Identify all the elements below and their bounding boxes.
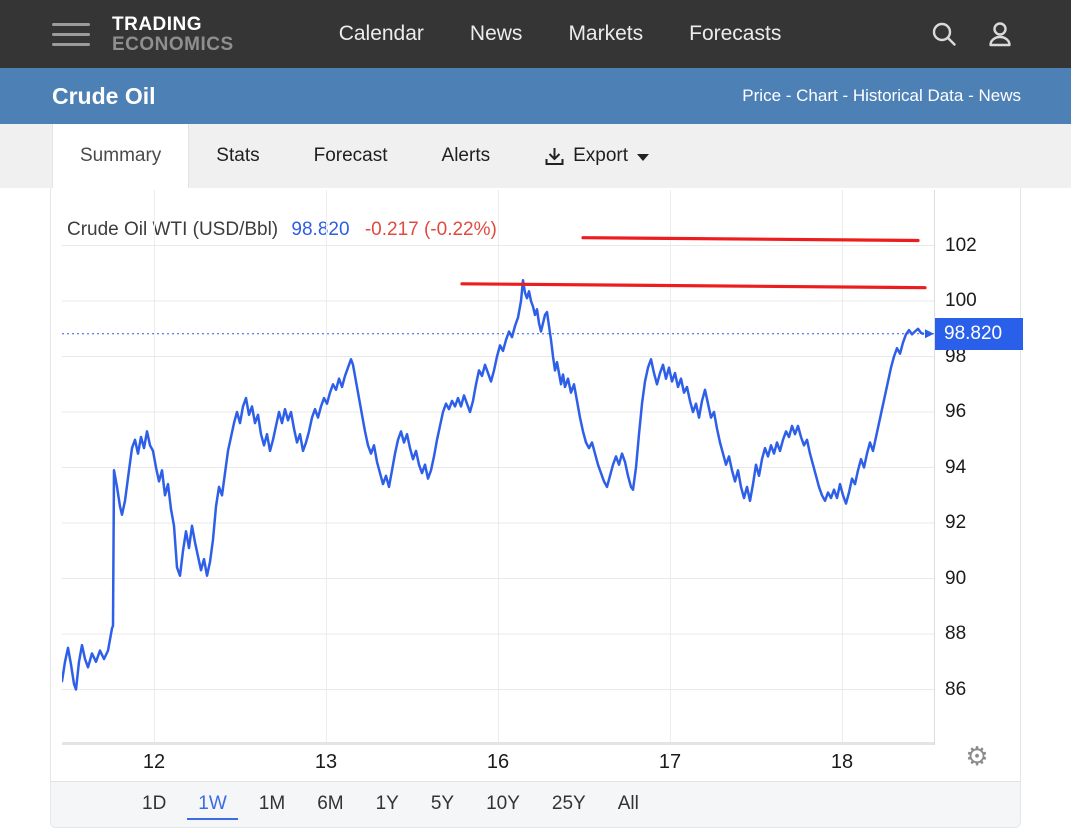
nav-link-forecasts[interactable]: Forecasts xyxy=(689,22,782,45)
chart-last-price: 98.820 xyxy=(291,219,350,240)
y-tick-label: 90 xyxy=(945,567,967,589)
instrument-nav-links: Price - Chart - Historical Data - News xyxy=(742,86,1021,106)
y-tick-label: 88 xyxy=(945,623,967,644)
x-tick-label: 12 xyxy=(142,751,166,773)
tab-stats[interactable]: Stats xyxy=(189,124,286,188)
x-tick-label: 17 xyxy=(658,751,682,773)
nav-link-markets[interactable]: Markets xyxy=(568,22,644,45)
link-separator: - xyxy=(963,86,979,105)
main-nav-links: Calendar News Markets Forecasts xyxy=(339,22,782,46)
y-tick-label: 92 xyxy=(945,512,967,533)
link-separator: - xyxy=(837,86,853,105)
tab-label: Alerts xyxy=(441,145,491,166)
logo-line1: TRADING xyxy=(112,13,203,35)
nav-link-calendar[interactable]: Calendar xyxy=(338,22,424,45)
top-navbar: TRADING ECONOMICS Calendar News Markets For… xyxy=(0,0,1071,68)
range-button-1y[interactable]: 1Y xyxy=(375,792,399,814)
chart-settings-gear-icon[interactable]: ⚙ xyxy=(965,741,989,771)
x-tick-label: 18 xyxy=(830,751,854,773)
caret-down-icon xyxy=(637,153,650,161)
y-tick-label: 86 xyxy=(945,678,967,700)
tab-summary[interactable]: Summary xyxy=(52,124,190,188)
y-tick-label: 102 xyxy=(945,234,977,256)
range-selector: 1D 1W 1M 6M 1Y 5Y 10Y 25Y All xyxy=(51,781,1020,827)
instrument-link-historical-data[interactable]: Historical Data xyxy=(852,86,964,105)
range-button-25y[interactable]: 25Y xyxy=(551,792,586,814)
tab-label: Forecast xyxy=(313,145,388,166)
range-button-5y[interactable]: 5Y xyxy=(430,792,455,814)
navbar-icons xyxy=(931,21,1013,47)
y-tick-label: 94 xyxy=(945,456,967,478)
export-label: Export xyxy=(573,145,629,166)
range-button-1d[interactable]: 1D xyxy=(142,792,167,814)
link-separator: - xyxy=(781,86,797,105)
tab-alerts[interactable]: Alerts xyxy=(415,124,518,188)
user-icon[interactable] xyxy=(987,21,1013,47)
range-button-6m[interactable]: 6M xyxy=(317,792,344,814)
tab-bar: Summary Stats Forecast Alerts Export xyxy=(0,124,1071,188)
brand-logo[interactable]: TRADING ECONOMICS xyxy=(112,15,234,54)
y-tick-label: 98 xyxy=(945,345,967,367)
y-tick-label: 96 xyxy=(945,401,967,422)
page-title: Crude Oil xyxy=(52,82,156,109)
chart-card: Crude Oil WTI (USD/Bbl) 98.820 -0.217 (-… xyxy=(50,188,1023,828)
y-tick-label: 100 xyxy=(945,290,977,311)
current-price-badge: 98.820 xyxy=(935,317,1023,350)
range-button-all[interactable]: All xyxy=(617,792,639,814)
search-icon[interactable] xyxy=(931,21,957,47)
tab-label: Summary xyxy=(80,145,162,166)
chart-header: Crude Oil WTI (USD/Bbl) 98.820 -0.217 (-… xyxy=(67,219,497,241)
tab-forecast[interactable]: Forecast xyxy=(287,124,415,188)
instrument-link-price[interactable]: Price xyxy=(742,86,782,105)
tab-label: Stats xyxy=(216,145,260,166)
nav-link-news[interactable]: News xyxy=(469,22,523,45)
download-icon xyxy=(544,146,565,167)
x-tick-label: 13 xyxy=(314,751,338,773)
range-button-1m[interactable]: 1M xyxy=(258,792,286,814)
instrument-link-news[interactable]: News xyxy=(978,86,1021,105)
export-button[interactable]: Export xyxy=(517,124,676,188)
price-chart[interactable] xyxy=(62,190,935,745)
instrument-header: Crude Oil Price - Chart - Historical Dat… xyxy=(0,68,1071,124)
instrument-link-chart[interactable]: Chart xyxy=(796,86,838,105)
logo-line2: ECONOMICS xyxy=(112,33,234,55)
price-chart-svg xyxy=(62,190,935,745)
hamburger-menu-icon[interactable] xyxy=(52,16,90,53)
x-tick-label: 16 xyxy=(486,751,510,773)
range-button-10y[interactable]: 10Y xyxy=(486,792,520,814)
chart-change: -0.217 (-0.22%) xyxy=(364,219,497,240)
chart-instrument-label: Crude Oil WTI (USD/Bbl) xyxy=(67,219,279,240)
range-button-1w[interactable]: 1W xyxy=(187,790,238,820)
